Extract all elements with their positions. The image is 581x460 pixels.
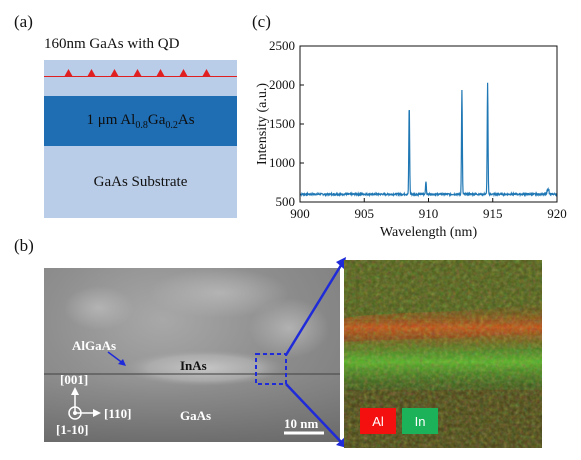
quantum-dot	[202, 69, 211, 77]
top-layer-title: 160nm GaAs with QD	[44, 36, 180, 52]
panel-b-label: (b)	[14, 236, 34, 255]
tem-image: AlGaAs InAs GaAs [001] [110] [1-10] 10 n…	[44, 268, 340, 442]
y-axis-label: Intensity (a.u.)	[255, 83, 270, 165]
zoom-region-box	[255, 353, 287, 385]
x-tick-label: 905	[355, 206, 375, 221]
y-tick-label: 2000	[269, 77, 295, 92]
quantum-dot	[110, 69, 119, 77]
y-tick-label: 1000	[269, 155, 295, 170]
pl-spectrum-chart: 900 905 910 915 920 500 1000 1500 2000 2500 Wavel…	[255, 38, 567, 240]
direction-001-label: [001]	[60, 372, 89, 387]
panel-a-label: (a)	[14, 12, 33, 31]
x-axis-label: Wavelength (nm)	[380, 225, 478, 240]
spectrum-line	[299, 82, 558, 198]
direction-1-10-label: [1-10]	[56, 422, 89, 437]
x-tick-label: 920	[547, 206, 567, 221]
quantum-dot	[87, 69, 96, 77]
eds-legend: Al In	[360, 408, 438, 434]
gaas-qd-layer	[44, 60, 237, 96]
legend-in: In	[402, 408, 438, 434]
quantum-dot	[156, 69, 165, 77]
algaas-layer-label: 1 μm Al0.8Ga0.2As	[86, 111, 195, 131]
y-tick-label: 1500	[269, 116, 295, 131]
x-tick-label: 900	[290, 206, 310, 221]
x-tick-label: 910	[419, 206, 439, 221]
substrate-label: GaAs Substrate	[93, 173, 188, 190]
quantum-dot	[179, 69, 188, 77]
algaas-layer: 1 μm Al0.8Ga0.2As	[44, 96, 237, 146]
gaas-label: GaAs	[180, 408, 212, 423]
inas-quantum-dot	[124, 350, 284, 386]
axis-1-10-symbol	[68, 406, 82, 420]
legend-al: Al	[360, 408, 396, 434]
eds-map: Al In	[344, 260, 542, 448]
scale-bar-label: 10 nm	[284, 416, 319, 431]
quantum-dot	[133, 69, 142, 77]
y-tick-label: 500	[276, 194, 296, 209]
direction-110-label: [110]	[104, 406, 132, 421]
panel-c-label: (c)	[252, 12, 271, 31]
x-tick-label: 915	[483, 206, 503, 221]
quantum-dots	[64, 69, 211, 77]
y-tick-label: 2500	[269, 38, 295, 53]
quantum-dot	[64, 69, 73, 77]
gaas-substrate-layer: GaAs Substrate	[44, 146, 237, 218]
inas-label: InAs	[180, 358, 207, 373]
algaas-label: AlGaAs	[72, 338, 117, 353]
